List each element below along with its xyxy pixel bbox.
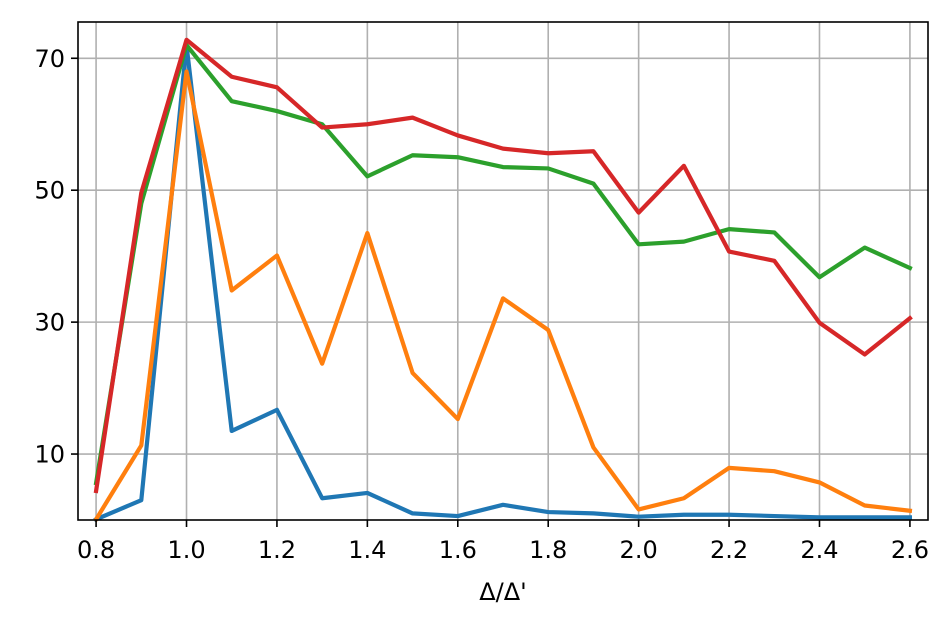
- y-tick-label: 30: [34, 309, 65, 337]
- series-line-1: [93, 42, 913, 523]
- x-tick-label: 1.4: [348, 536, 386, 564]
- x-tick-label: 2.2: [710, 536, 748, 564]
- x-tick-label: 2.6: [891, 536, 929, 564]
- x-tick-label: 2.0: [620, 536, 658, 564]
- y-tick-label: 10: [34, 441, 65, 469]
- plot-frame: [77, 21, 929, 521]
- series-line-2: [93, 69, 913, 523]
- x-axis-label: Δ/Δ': [479, 578, 527, 606]
- x-tick-label: 1.2: [258, 536, 296, 564]
- x-tick-label: 1.6: [439, 536, 477, 564]
- series-line-4: [93, 37, 913, 494]
- y-tick-label: 70: [34, 45, 65, 73]
- series-line-3: [93, 42, 913, 486]
- x-tick-label: 2.4: [800, 536, 838, 564]
- x-tick-label: 1.0: [167, 536, 205, 564]
- x-axis: 0.8 1.0 1.2 1.4 1.6 1.8 2.0 2.2 2.4 2.6: [77, 520, 929, 564]
- series-lines: [93, 37, 913, 523]
- y-tick-label: 50: [34, 177, 65, 205]
- x-tick-label: 0.8: [77, 536, 115, 564]
- x-tick-label: 1.8: [529, 536, 567, 564]
- y-axis: 10 30 50 70: [34, 45, 78, 469]
- grid-lines: [78, 22, 928, 520]
